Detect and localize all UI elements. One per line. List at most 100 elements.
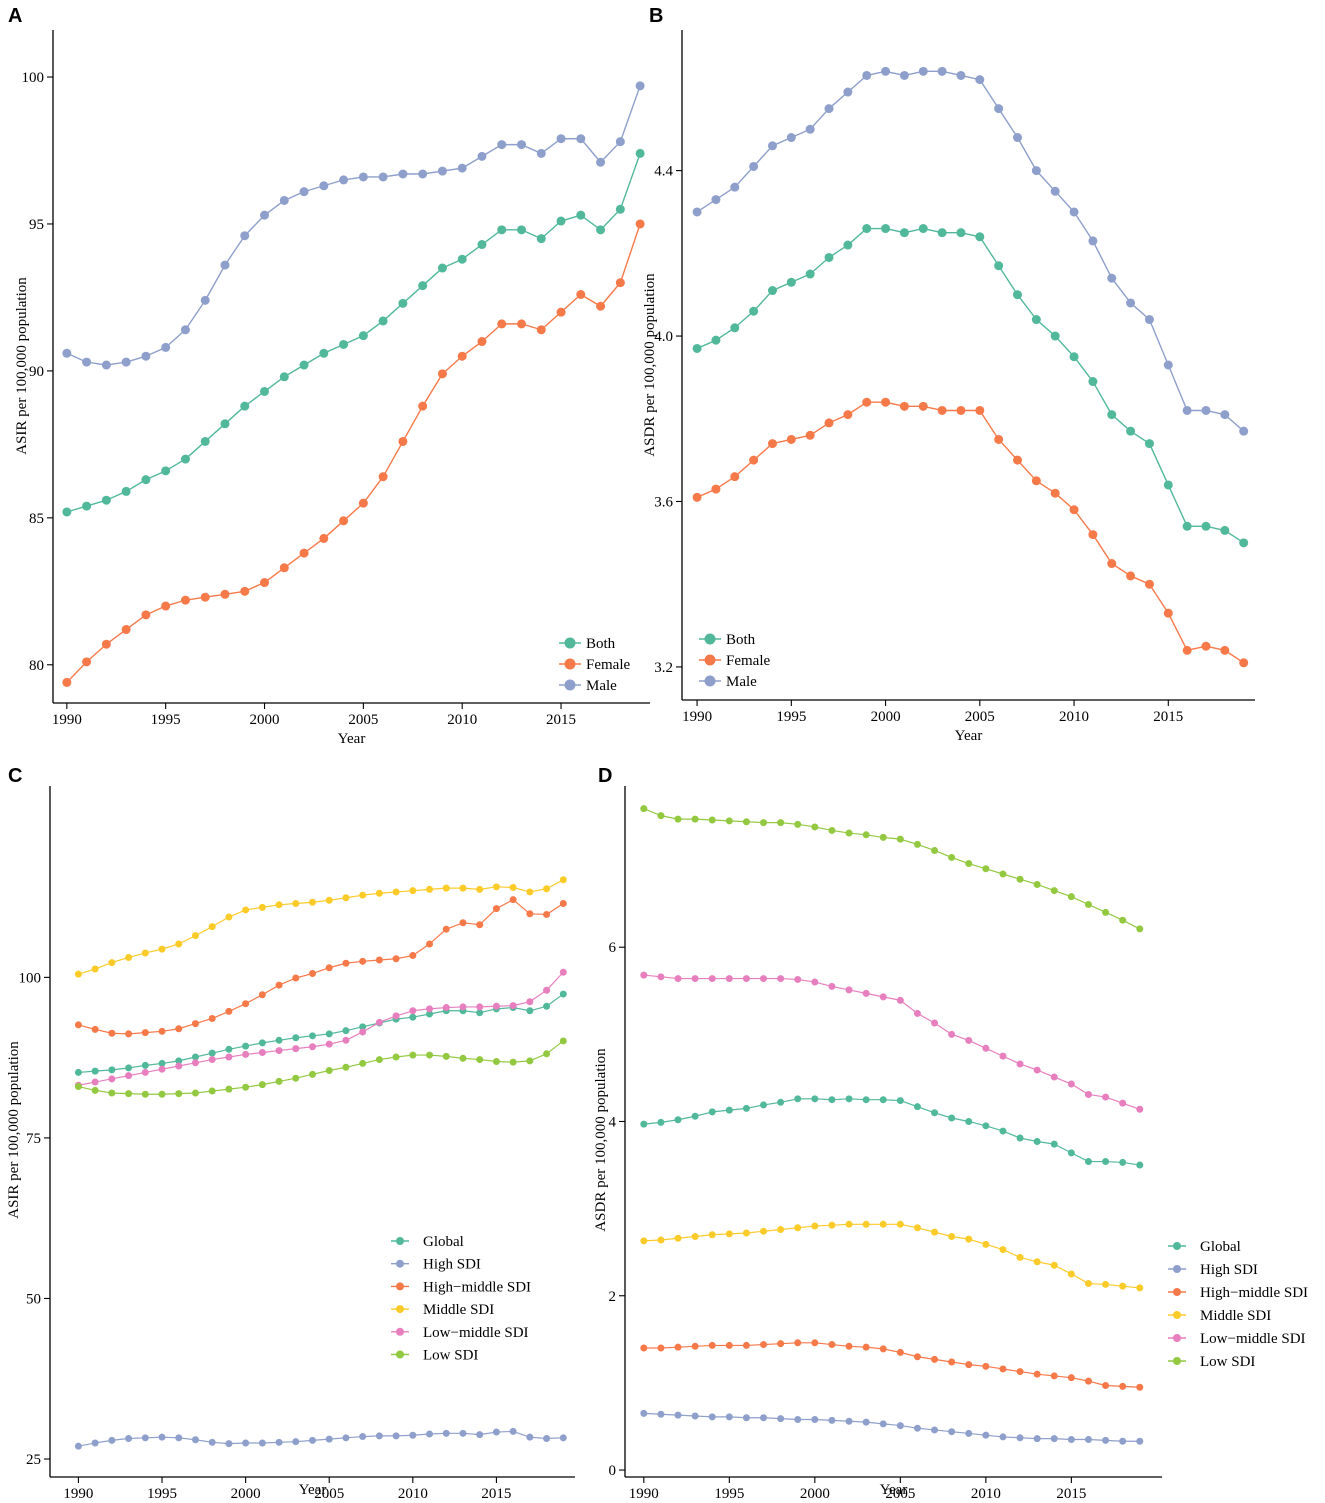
data-point <box>999 1365 1007 1373</box>
data-point <box>325 964 333 972</box>
data-point <box>1050 331 1060 341</box>
data-point <box>948 1358 956 1366</box>
y-tick-label: 4.0 <box>654 329 673 345</box>
data-point <box>543 986 551 994</box>
data-point <box>691 1112 699 1120</box>
legend: Both Female Male <box>559 636 630 694</box>
data-point <box>292 1074 300 1082</box>
series-male <box>62 81 645 370</box>
data-point <box>325 1030 333 1038</box>
data-point <box>161 466 171 476</box>
data-point <box>691 975 699 983</box>
data-point <box>657 1236 665 1244</box>
data-point <box>536 148 546 158</box>
legend-item-low-sdi: Low SDI <box>1168 1354 1255 1370</box>
data-point <box>725 975 733 983</box>
data-point <box>158 1433 166 1441</box>
data-point <box>691 1412 699 1420</box>
data-point <box>1220 410 1230 420</box>
data-point <box>409 1051 417 1059</box>
data-point <box>378 172 388 182</box>
y-tick-label: 90 <box>29 364 44 380</box>
data-point <box>824 104 834 114</box>
y-tick-label: 95 <box>29 217 44 233</box>
data-point <box>476 1003 484 1011</box>
data-point <box>559 876 567 884</box>
data-point <box>1126 571 1136 581</box>
data-point <box>913 1353 921 1361</box>
data-point <box>956 70 966 80</box>
data-point <box>74 1442 82 1450</box>
data-point <box>956 228 966 238</box>
y-axis-title: ASIR per 100,000 population <box>14 277 30 455</box>
data-point <box>121 357 131 367</box>
data-point <box>640 971 648 979</box>
data-point <box>1067 1374 1075 1382</box>
data-point <box>999 1127 1007 1135</box>
legend-label: Both <box>586 636 616 652</box>
data-point <box>1033 1370 1041 1378</box>
data-point <box>1084 1436 1092 1444</box>
data-point <box>824 418 834 428</box>
data-point <box>477 240 487 250</box>
data-point <box>339 516 349 526</box>
data-point <box>319 348 329 358</box>
data-point <box>811 1415 819 1423</box>
data-point <box>180 325 190 335</box>
data-point <box>82 357 92 367</box>
data-point <box>879 993 887 1001</box>
data-point <box>674 815 682 823</box>
legend-label: Female <box>726 653 770 669</box>
data-point <box>342 1063 350 1071</box>
data-point <box>476 1431 484 1439</box>
data-point <box>358 172 368 182</box>
data-point <box>691 815 699 823</box>
data-point <box>657 1410 665 1418</box>
data-point <box>1144 579 1154 589</box>
data-point <box>225 1053 233 1061</box>
series-middle-sdi <box>74 876 567 978</box>
data-point <box>220 260 230 270</box>
series-line-low-sdi <box>643 808 1141 930</box>
data-point <box>279 195 289 205</box>
data-point <box>426 1051 434 1059</box>
x-tick-label: 2005 <box>965 709 995 725</box>
panel-b: B 1990 1995 2000 2005 2010 2015 3.2 3.6 4.0 4.4 Yea… <box>642 5 1255 744</box>
data-point <box>74 970 82 978</box>
legend-item-female: Female <box>699 653 770 669</box>
data-point <box>708 1231 716 1239</box>
data-point <box>108 1436 116 1444</box>
data-point <box>879 1220 887 1228</box>
data-point <box>161 601 171 611</box>
x-tick-label: 1995 <box>151 712 181 728</box>
data-point <box>299 548 309 558</box>
data-point <box>931 1019 939 1027</box>
data-point <box>459 919 467 927</box>
legend-item-low-sdi: Low SDI <box>391 1348 478 1364</box>
data-point <box>559 1037 567 1045</box>
data-point <box>191 1053 199 1061</box>
data-point <box>1050 1261 1058 1269</box>
data-point <box>994 104 1004 114</box>
x-tick-label: 1990 <box>629 1486 659 1502</box>
data-point <box>674 975 682 983</box>
series-female <box>692 397 1249 668</box>
legend-item-male: Male <box>699 674 757 690</box>
data-point <box>742 1341 750 1349</box>
data-point <box>158 1027 166 1035</box>
data-point <box>881 224 891 234</box>
data-point <box>556 134 566 144</box>
data-point <box>492 905 500 913</box>
data-point <box>536 325 546 335</box>
data-point <box>442 884 450 892</box>
data-point <box>191 1059 199 1067</box>
data-point <box>640 1237 648 1245</box>
legend-item-both: Both <box>559 636 616 652</box>
data-point <box>1084 1377 1092 1385</box>
data-point <box>730 323 740 333</box>
legend-label: Low SDI <box>1200 1354 1255 1370</box>
data-point <box>82 501 92 511</box>
data-point <box>965 1361 973 1369</box>
data-point <box>845 1095 853 1103</box>
data-point <box>275 1036 283 1044</box>
